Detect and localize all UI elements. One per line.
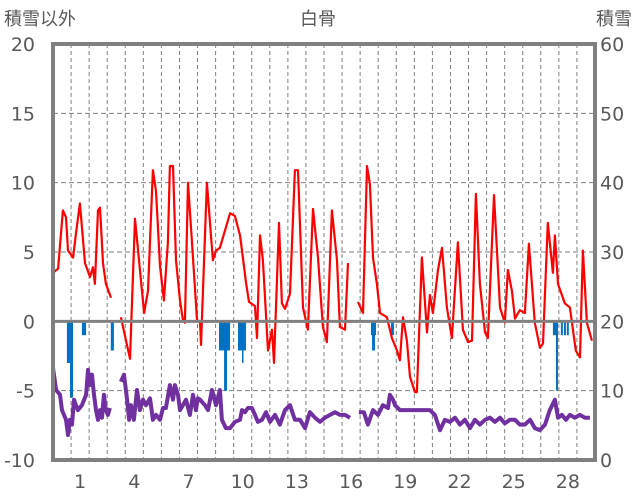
precipitation-bar bbox=[238, 321, 246, 351]
precipitation-bar bbox=[81, 321, 87, 336]
precipitation-bar bbox=[241, 321, 244, 363]
snow-line bbox=[51, 367, 112, 437]
temperature-line bbox=[52, 202, 113, 299]
precipitation-bars bbox=[66, 321, 569, 398]
temperature-line bbox=[356, 164, 593, 394]
left-tick-label: 5 bbox=[23, 242, 35, 264]
x-tick-label: 22 bbox=[447, 471, 471, 493]
precipitation-bar bbox=[110, 321, 114, 351]
snow-line bbox=[119, 372, 351, 431]
temperature-line bbox=[119, 164, 350, 364]
left-axis-title: 積雪以外 bbox=[4, 9, 76, 30]
precipitation-bar bbox=[555, 321, 558, 391]
precipitation-bar bbox=[552, 321, 558, 336]
left-tick-label: 15 bbox=[11, 103, 35, 125]
x-tick-label: 16 bbox=[339, 471, 363, 493]
series-lines bbox=[51, 164, 593, 437]
right-axis-title: 積雪 bbox=[596, 9, 632, 30]
right-tick-label: 20 bbox=[600, 311, 624, 333]
precipitation-bar bbox=[372, 321, 375, 351]
x-tick-label: 28 bbox=[556, 471, 580, 493]
x-tick-label: 7 bbox=[182, 471, 194, 493]
x-tick-label: 25 bbox=[502, 471, 526, 493]
plot-frame bbox=[51, 42, 597, 462]
right-tick-label: 0 bbox=[600, 450, 612, 472]
snow-line bbox=[358, 392, 590, 433]
left-tick-label: 20 bbox=[11, 34, 35, 56]
precipitation-bar bbox=[224, 321, 227, 391]
right-tick-label: 40 bbox=[600, 173, 624, 195]
x-tick-label: 4 bbox=[128, 471, 140, 493]
x-tick-label: 1 bbox=[74, 471, 86, 493]
x-tick-label: 10 bbox=[231, 471, 255, 493]
chart-title: 白骨 bbox=[300, 9, 336, 30]
right-tick-label: 50 bbox=[600, 103, 624, 125]
precipitation-bar bbox=[69, 321, 74, 398]
right-tick-label: 30 bbox=[600, 242, 624, 264]
right-tick-label: 10 bbox=[600, 381, 624, 403]
x-tick-label: 13 bbox=[285, 471, 309, 493]
precipitation-bar bbox=[391, 321, 394, 336]
precipitation-bar bbox=[560, 321, 563, 336]
left-tick-label: 0 bbox=[23, 311, 35, 333]
precipitation-bar bbox=[66, 321, 70, 363]
right-tick-label: 60 bbox=[600, 34, 624, 56]
x-tick-label: 19 bbox=[393, 471, 417, 493]
tick-labels: 20 60 15 50 10 40 5 30 0 20 -5 10 -10 0 1 4 7 10 13 16 19 22 2… bbox=[4, 34, 624, 493]
precipitation-bar bbox=[566, 321, 569, 336]
left-tick-label: 10 bbox=[11, 173, 35, 195]
left-tick-label: -5 bbox=[16, 381, 35, 403]
precipitation-bar bbox=[563, 321, 566, 336]
left-tick-label: -10 bbox=[4, 450, 35, 472]
